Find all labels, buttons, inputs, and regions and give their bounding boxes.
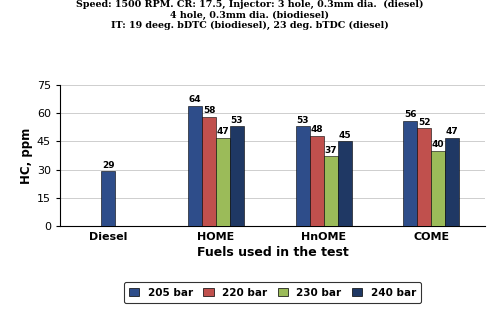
Bar bbox=[338, 141, 351, 226]
Y-axis label: HC, ppm: HC, ppm bbox=[20, 127, 32, 184]
Text: 47: 47 bbox=[216, 127, 230, 136]
Legend: 205 bar, 220 bar, 230 bar, 240 bar: 205 bar, 220 bar, 230 bar, 240 bar bbox=[124, 282, 421, 303]
Bar bbox=[445, 138, 459, 226]
Bar bbox=[202, 117, 216, 226]
Bar bbox=[310, 136, 324, 226]
Bar bbox=[296, 126, 310, 226]
Bar bbox=[188, 106, 202, 226]
Text: 53: 53 bbox=[230, 116, 243, 125]
Text: 53: 53 bbox=[296, 116, 309, 125]
Bar bbox=[230, 126, 244, 226]
Bar bbox=[324, 156, 338, 226]
Bar bbox=[102, 171, 116, 226]
Text: 56: 56 bbox=[404, 110, 416, 119]
Text: 45: 45 bbox=[338, 131, 351, 140]
Text: 52: 52 bbox=[418, 118, 430, 127]
Text: 48: 48 bbox=[310, 125, 323, 134]
Text: 37: 37 bbox=[324, 146, 337, 155]
Text: Speed: 1500 RPM. CR: 17.5, Injector: 3 hole, 0.3mm dia.  (diesel)
4 hole, 0.3mm : Speed: 1500 RPM. CR: 17.5, Injector: 3 h… bbox=[76, 0, 424, 30]
Text: 47: 47 bbox=[446, 127, 458, 136]
Text: 58: 58 bbox=[203, 106, 215, 116]
Text: 40: 40 bbox=[432, 140, 444, 149]
Text: 64: 64 bbox=[188, 95, 202, 104]
Text: 29: 29 bbox=[102, 161, 115, 170]
Bar bbox=[403, 121, 417, 226]
Bar bbox=[417, 128, 431, 226]
Bar bbox=[431, 151, 445, 226]
X-axis label: Fuels used in the test: Fuels used in the test bbox=[196, 246, 348, 259]
Bar bbox=[216, 138, 230, 226]
